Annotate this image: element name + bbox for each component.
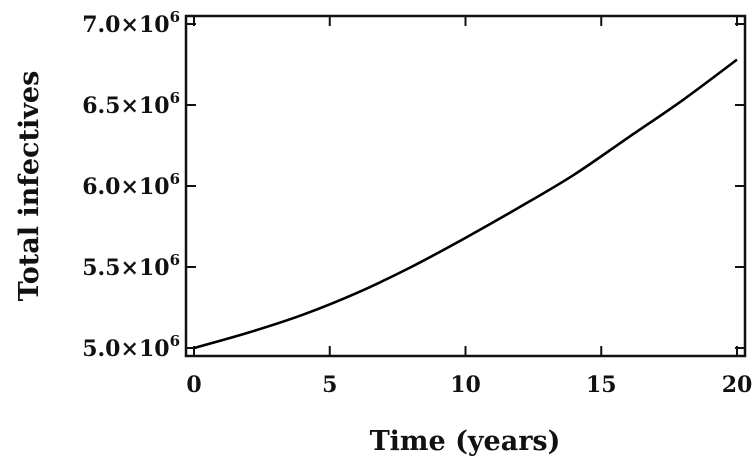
y-tick-exponent: 6 <box>170 170 180 188</box>
y-tick-base: 10 <box>139 12 170 38</box>
x-tick-label: 10 <box>450 372 481 398</box>
y-tick-base: 10 <box>139 255 170 281</box>
x-tick-label: 15 <box>586 372 617 398</box>
y-tick-label: 5.5×106 <box>82 251 180 281</box>
y-tick-mantissa: 6.5 <box>82 93 120 119</box>
x-axis-ticks: 0 5 10 15 20 <box>186 16 752 398</box>
y-tick-exponent: 6 <box>170 89 180 107</box>
y-tick-base: 10 <box>139 93 170 119</box>
y-tick-label: 6.0×106 <box>82 170 180 200</box>
y-tick-multiplier: × <box>121 174 139 200</box>
x-tick-label: 5 <box>322 372 337 398</box>
series-line <box>193 58 738 350</box>
y-tick-label: 7.0×106 <box>82 8 180 38</box>
y-tick-exponent: 6 <box>170 251 180 269</box>
y-tick-mantissa: 5.5 <box>82 255 120 281</box>
y-tick-mantissa: 7.0 <box>82 12 120 38</box>
y-tick-multiplier: × <box>121 93 139 119</box>
series-layer <box>193 58 738 350</box>
y-tick-multiplier: × <box>121 336 139 362</box>
y-tick-multiplier: × <box>121 12 139 38</box>
y-tick-label: 6.5×106 <box>82 89 180 119</box>
y-tick-mantissa: 6.0 <box>82 174 120 200</box>
y-tick-label: 5.0×106 <box>82 332 180 362</box>
y-tick-exponent: 6 <box>170 8 180 26</box>
y-axis-title: Total infectives <box>14 71 45 302</box>
y-tick-base: 10 <box>139 336 170 362</box>
y-tick-mantissa: 5.0 <box>82 336 120 362</box>
plot-frame <box>184 14 747 358</box>
y-tick-exponent: 6 <box>170 332 180 350</box>
x-tick-label: 20 <box>722 372 753 398</box>
y-tick-base: 10 <box>139 174 170 200</box>
x-axis-title: Time (years) <box>370 426 561 457</box>
x-tick-label: 0 <box>186 372 201 398</box>
y-tick-multiplier: × <box>121 255 139 281</box>
